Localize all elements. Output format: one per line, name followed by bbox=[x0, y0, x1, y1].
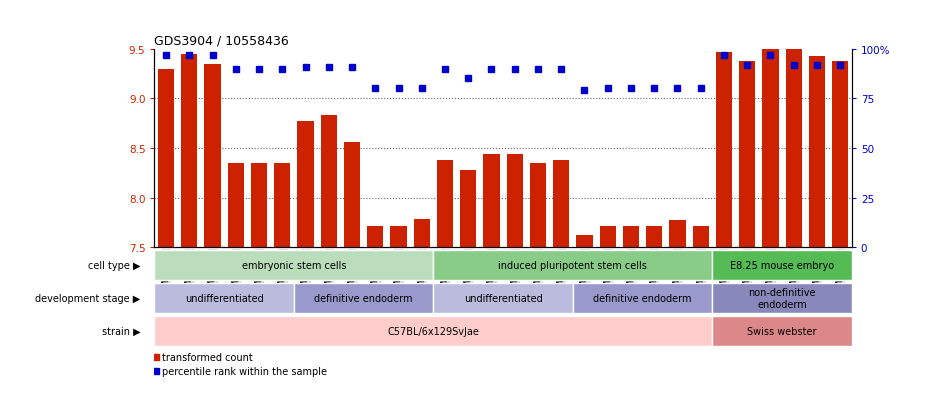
Text: Swiss webster: Swiss webster bbox=[747, 326, 817, 337]
Text: induced pluripotent stem cells: induced pluripotent stem cells bbox=[498, 260, 648, 271]
Bar bbox=[712, 317, 852, 346]
Bar bbox=[712, 250, 852, 280]
Bar bbox=[530, 164, 546, 248]
Text: transformed count: transformed count bbox=[162, 352, 253, 362]
Text: percentile rank within the sample: percentile rank within the sample bbox=[162, 367, 327, 377]
Bar bbox=[251, 164, 267, 248]
Bar bbox=[344, 143, 360, 248]
Text: development stage ▶: development stage ▶ bbox=[36, 293, 140, 304]
Bar bbox=[622, 226, 639, 248]
Bar bbox=[437, 161, 453, 248]
Bar bbox=[716, 52, 732, 248]
Bar bbox=[712, 283, 852, 313]
Bar bbox=[204, 64, 221, 248]
Bar bbox=[154, 250, 433, 280]
Bar bbox=[158, 69, 174, 248]
Bar bbox=[433, 250, 712, 280]
Bar bbox=[506, 154, 523, 248]
Bar bbox=[809, 57, 825, 248]
Text: definitive endoderm: definitive endoderm bbox=[314, 293, 413, 304]
Bar bbox=[669, 220, 685, 248]
Bar bbox=[274, 164, 290, 248]
Text: non-definitive
endoderm: non-definitive endoderm bbox=[748, 287, 816, 309]
Text: embryonic stem cells: embryonic stem cells bbox=[241, 260, 346, 271]
Bar bbox=[646, 226, 663, 248]
Bar bbox=[154, 317, 712, 346]
Bar bbox=[832, 62, 848, 248]
Bar bbox=[762, 50, 779, 248]
Bar bbox=[367, 226, 384, 248]
Bar bbox=[227, 164, 244, 248]
Bar bbox=[600, 226, 616, 248]
Bar bbox=[693, 226, 709, 248]
Text: strain ▶: strain ▶ bbox=[102, 326, 140, 337]
Bar bbox=[414, 219, 430, 248]
Text: cell type ▶: cell type ▶ bbox=[88, 260, 140, 271]
Text: definitive endoderm: definitive endoderm bbox=[593, 293, 692, 304]
Bar bbox=[182, 55, 197, 248]
Bar bbox=[294, 283, 433, 313]
Bar bbox=[298, 122, 314, 248]
Bar bbox=[154, 283, 294, 313]
Bar bbox=[321, 116, 337, 248]
Text: C57BL/6x129SvJae: C57BL/6x129SvJae bbox=[388, 326, 479, 337]
Bar bbox=[461, 171, 476, 248]
Text: undifferentiated: undifferentiated bbox=[184, 293, 264, 304]
Bar bbox=[577, 236, 592, 248]
Bar bbox=[433, 283, 573, 313]
Text: undifferentiated: undifferentiated bbox=[463, 293, 543, 304]
Text: E8.25 mouse embryo: E8.25 mouse embryo bbox=[730, 260, 834, 271]
Bar bbox=[483, 154, 500, 248]
Bar bbox=[785, 50, 802, 248]
Text: GDS3904 / 10558436: GDS3904 / 10558436 bbox=[154, 34, 289, 47]
Bar bbox=[573, 283, 712, 313]
Bar bbox=[739, 62, 755, 248]
Bar bbox=[390, 226, 406, 248]
Bar bbox=[553, 161, 569, 248]
